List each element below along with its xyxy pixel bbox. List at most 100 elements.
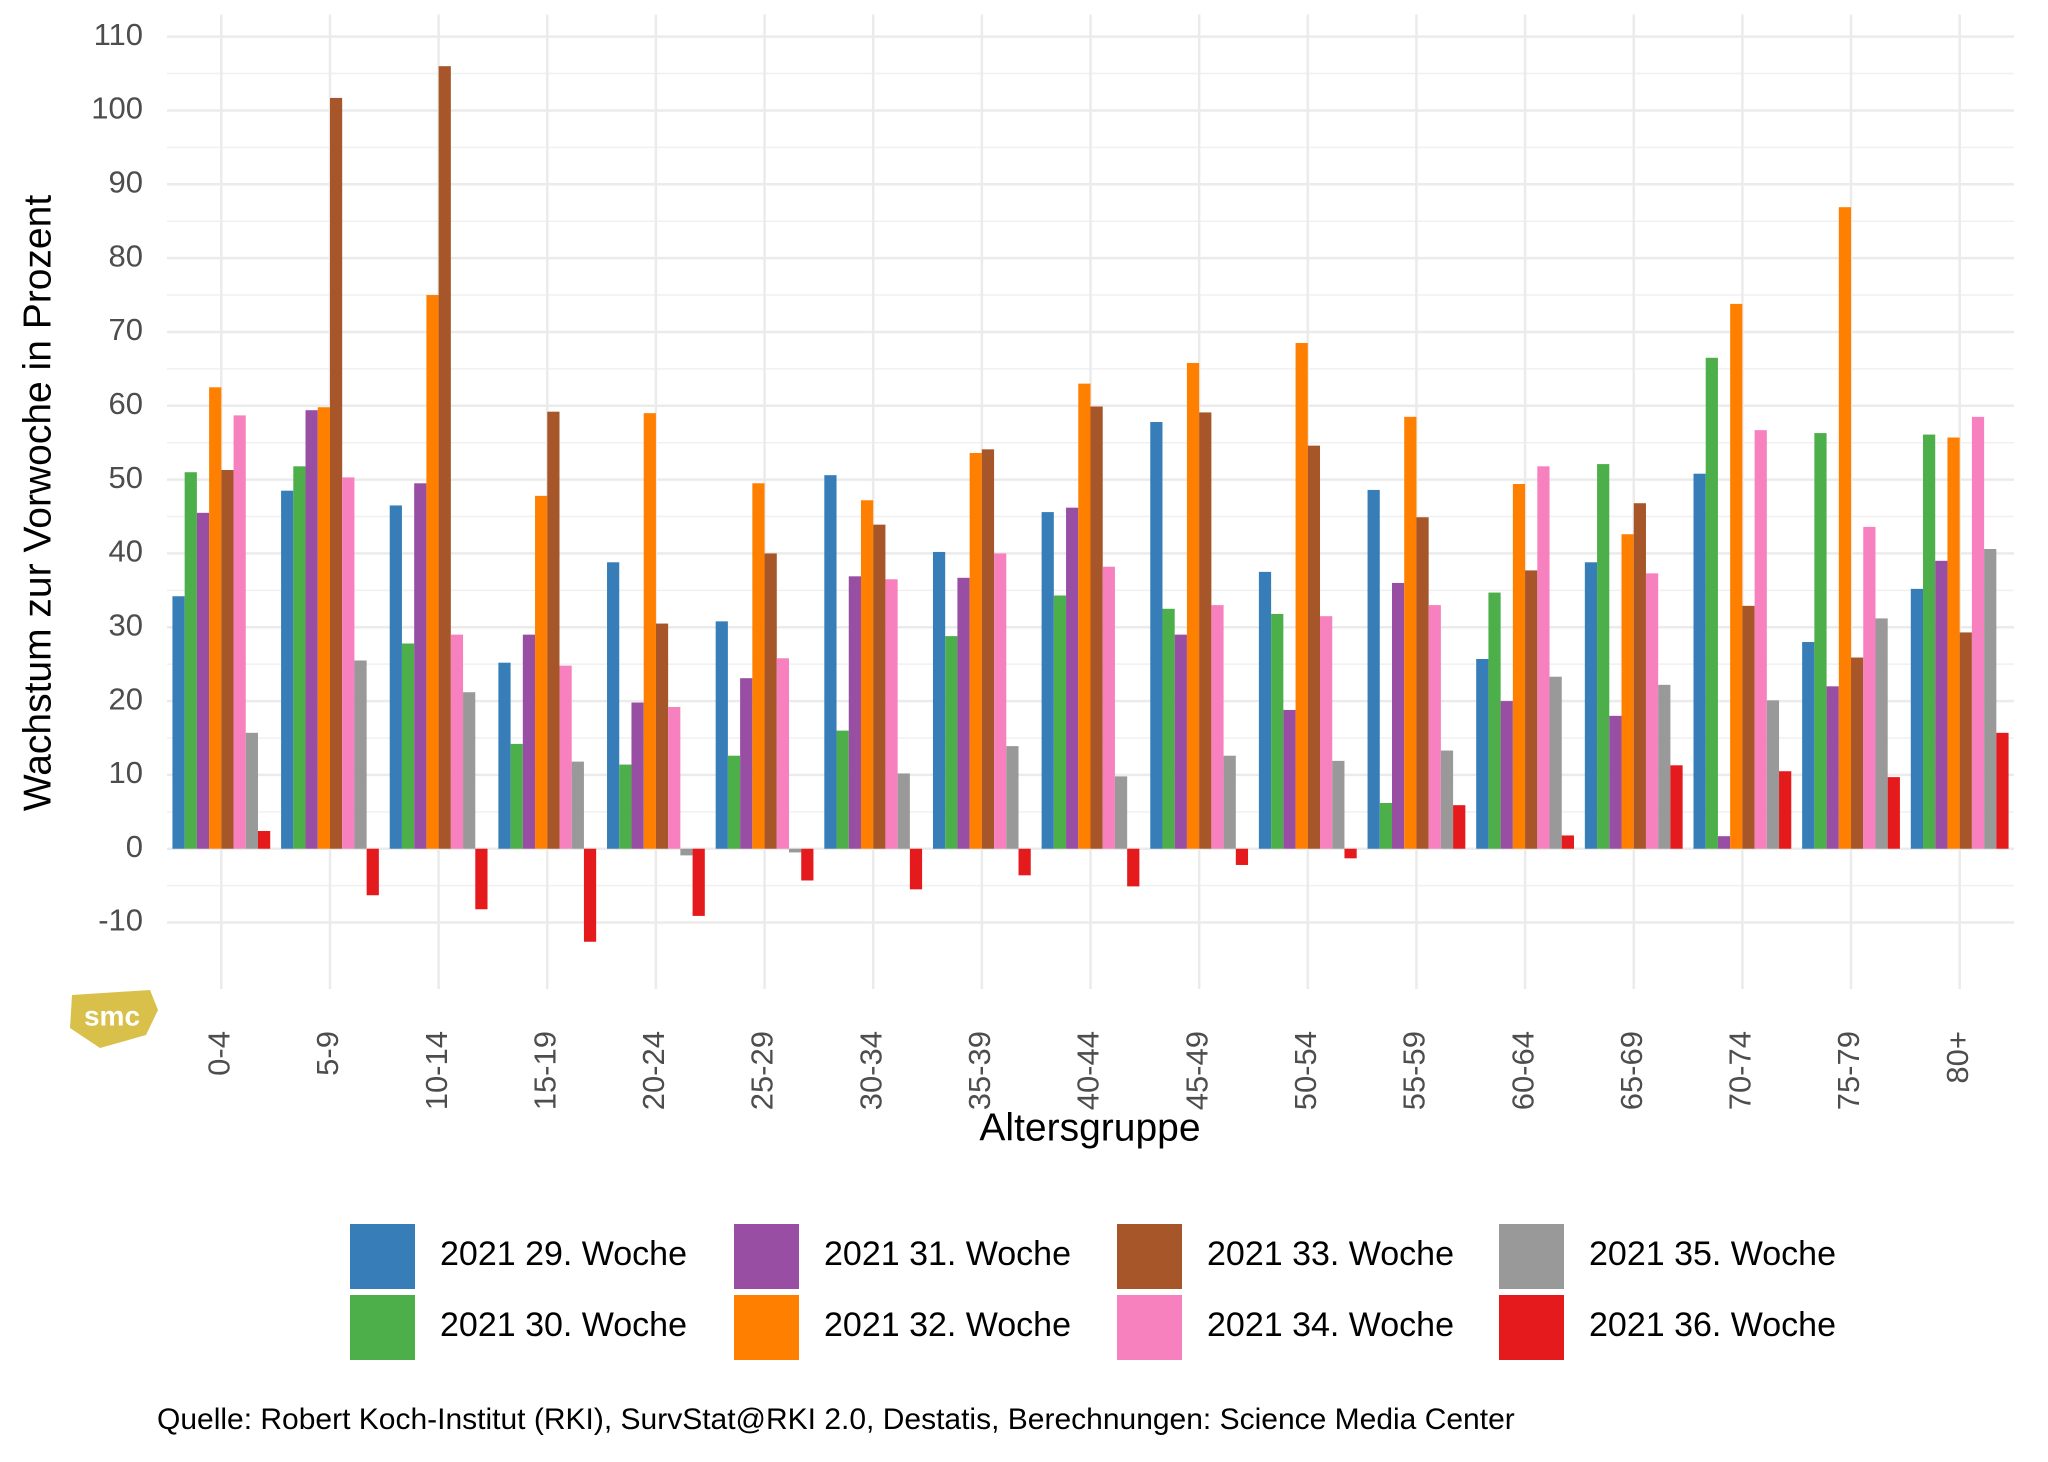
bar xyxy=(1923,434,1936,849)
bar xyxy=(1766,700,1780,849)
bar xyxy=(1114,776,1128,849)
bar xyxy=(342,477,355,849)
logo: smc xyxy=(70,990,158,1048)
bar xyxy=(1199,412,1212,849)
bar xyxy=(281,490,294,849)
bar xyxy=(317,407,330,849)
x-tick-label: 40-44 xyxy=(1071,1031,1106,1110)
bar xyxy=(1283,709,1296,849)
bar xyxy=(1211,605,1224,849)
bar xyxy=(1367,489,1380,849)
bar xyxy=(1597,464,1610,849)
y-tick-label: 30 xyxy=(109,607,143,642)
bar xyxy=(233,415,246,849)
legend-label: 2021 35. Woche xyxy=(1589,1235,1836,1273)
bar xyxy=(1271,613,1284,849)
bar xyxy=(848,576,861,849)
bar xyxy=(305,410,318,849)
bar xyxy=(1910,588,1924,849)
bar xyxy=(1609,715,1622,849)
bar xyxy=(607,562,620,849)
bar xyxy=(1633,503,1646,849)
bar xyxy=(680,848,693,856)
bar xyxy=(1162,608,1175,849)
bar xyxy=(329,97,343,849)
bar xyxy=(257,831,271,849)
y-tick-label: 60 xyxy=(109,386,143,421)
bar xyxy=(1549,676,1562,849)
bar xyxy=(354,660,367,849)
bar xyxy=(1102,566,1115,849)
bar xyxy=(1018,848,1031,876)
bar xyxy=(438,66,451,849)
bar xyxy=(401,643,415,849)
bar xyxy=(1779,771,1792,849)
bar xyxy=(1476,658,1489,849)
bar xyxy=(1959,632,1972,849)
bar xyxy=(1150,422,1163,849)
x-tick-label: 50-54 xyxy=(1288,1031,1323,1110)
bar xyxy=(740,678,753,849)
bar xyxy=(873,524,886,849)
bar xyxy=(981,449,995,849)
bar xyxy=(463,692,476,849)
bar xyxy=(619,764,632,849)
bar xyxy=(1802,642,1815,849)
bar xyxy=(655,623,669,849)
bar xyxy=(1826,686,1839,849)
bar xyxy=(1717,836,1731,849)
bar xyxy=(1053,595,1067,849)
x-tick-label: 45-49 xyxy=(1179,1031,1214,1110)
bar xyxy=(1863,526,1876,849)
bar xyxy=(752,483,765,849)
bar xyxy=(583,848,597,942)
bar xyxy=(1742,605,1755,849)
legend-label: 2021 33. Woche xyxy=(1207,1235,1454,1273)
bar xyxy=(196,512,210,849)
bar xyxy=(510,743,523,849)
bar xyxy=(522,634,536,849)
y-tick-label: 80 xyxy=(109,238,143,273)
bar xyxy=(1391,582,1405,849)
legend-label: 2021 36. Woche xyxy=(1589,1306,1836,1344)
bar xyxy=(994,553,1007,849)
legend-key xyxy=(1117,1224,1182,1289)
bar xyxy=(897,773,910,849)
source: Quelle: Robert Koch-Institut (RKI), Surv… xyxy=(157,1403,1515,1436)
bar xyxy=(1174,634,1187,849)
bar xyxy=(414,483,427,849)
bar xyxy=(1645,573,1659,849)
y-tick-label: 110 xyxy=(94,17,143,52)
bar xyxy=(1344,848,1357,859)
legend-label: 2021 29. Woche xyxy=(440,1235,687,1273)
logo-shape xyxy=(70,990,158,1048)
bar xyxy=(1404,416,1417,849)
bar xyxy=(1658,684,1671,849)
bar xyxy=(727,755,741,849)
bar xyxy=(172,596,185,849)
bar xyxy=(1996,732,2009,849)
bar xyxy=(1416,517,1429,849)
bar xyxy=(475,848,488,910)
bar xyxy=(1440,750,1454,849)
bar xyxy=(1621,534,1634,849)
bar xyxy=(1851,657,1864,849)
bar xyxy=(764,553,777,849)
x-tick-label: 60-64 xyxy=(1505,1031,1540,1110)
bar xyxy=(668,706,681,849)
bar xyxy=(1223,755,1236,849)
bar xyxy=(498,662,511,849)
bar xyxy=(1379,802,1392,849)
legend-key xyxy=(734,1295,799,1360)
bar xyxy=(184,472,197,849)
bar xyxy=(1754,430,1767,849)
logo-text: smc xyxy=(84,1000,140,1031)
legend-key xyxy=(1499,1295,1564,1360)
y-tick-label: 50 xyxy=(109,460,143,495)
bar xyxy=(1935,560,1948,849)
bar xyxy=(450,634,464,849)
y-tick-label: 40 xyxy=(109,534,143,569)
x-tick-label: 30-34 xyxy=(853,1031,888,1110)
x-tick-label: 10-14 xyxy=(419,1031,454,1110)
